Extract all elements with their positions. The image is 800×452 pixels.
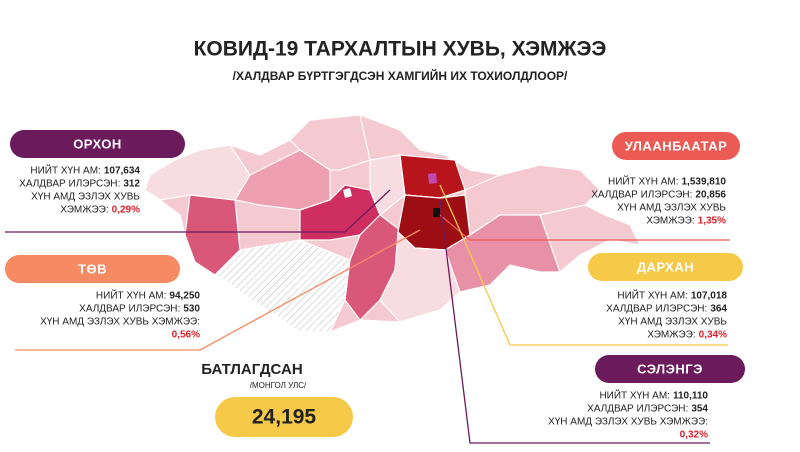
- province: [213, 239, 351, 333]
- share-value: 0,56%: [172, 330, 200, 341]
- tov-line: [15, 229, 421, 351]
- infected-value: 530: [183, 304, 200, 315]
- region-name: ОРХОН: [73, 136, 122, 151]
- infected-label: ХАЛДВАР ИЛЭРСЭН:: [79, 304, 180, 315]
- orkhon-line: [5, 189, 391, 233]
- region-pill: [10, 130, 185, 158]
- province: [539, 204, 642, 274]
- infected-value: 20,856: [695, 190, 726, 201]
- infected-value: 312: [123, 179, 140, 190]
- confirmed-pill: [215, 397, 353, 437]
- share-value: 0,34%: [699, 330, 727, 341]
- population-value: 1,539,810: [682, 177, 727, 188]
- ub-marker: [433, 208, 440, 217]
- darkhan-marker: [428, 173, 437, 184]
- confirmed-sublabel: /МОНГОЛ УЛС/: [250, 381, 307, 390]
- province: [379, 230, 461, 323]
- infected-value: 354: [691, 404, 708, 415]
- region-name: УЛААНБААТАР: [625, 138, 728, 153]
- population-label: НИЙТ ХҮН АМ:: [617, 289, 688, 302]
- share-label-lines.1: ХЭМЖЭЭ:: [60, 205, 108, 216]
- ub-line: [439, 214, 730, 241]
- share-label: ХҮН АМД ЭЗЛЭХ ХУВЬ ХЭМЖЭЭ:: [548, 417, 708, 428]
- region-pill: [595, 355, 745, 383]
- region-name: ДАРХАН: [637, 259, 694, 274]
- share-value: 0,32%: [680, 430, 708, 441]
- share-label: ХҮН АМД ЭЗЛЭХ ХУВЬ ХЭМЖЭЭ:: [40, 317, 200, 328]
- region-pill: [588, 253, 743, 281]
- subtitle: /ХАЛДВАР БҮРТГЭГДСЭН ХАМГИЙН ИХ ТОХИОЛДЛ…: [233, 68, 568, 83]
- province: [289, 114, 371, 171]
- infected-label: ХАЛДВАР ИЛЭРСЭН:: [19, 179, 120, 190]
- confirmed: БАТЛАГДСАН /МОНГОЛ УЛС/ 24,195: [201, 361, 353, 437]
- population-value: 110,110: [673, 391, 708, 402]
- region-name: ТӨВ: [78, 261, 107, 276]
- darkhan-line: [439, 184, 728, 346]
- population-label: НИЙТ ХҮН АМ:: [608, 175, 679, 188]
- share-value: 0,29%: [112, 205, 140, 216]
- selenge-line: [439, 199, 710, 444]
- region-name: СЭЛЭНГЭ: [637, 361, 703, 376]
- share-label-lines.1: ХЭМЖЭЭ:: [646, 216, 694, 227]
- region-pill: [5, 255, 180, 283]
- region-pill: [612, 132, 740, 160]
- infected-value: 364: [710, 304, 727, 315]
- orkhon-marker: [343, 188, 352, 198]
- title: КОВИД-19 ТАРХАЛТЫН ХУВЬ, ХЭМЖЭЭ: [194, 38, 607, 61]
- share-label: ХҮН АМД ЭЗЛЭХ ХУВЬ: [31, 192, 140, 203]
- share-label: ХҮН АМД ЭЗЛЭХ ХУВЬ: [617, 203, 726, 214]
- population-value: 94,250: [169, 291, 200, 302]
- population-label: НИЙТ ХҮН АМ:: [30, 164, 101, 177]
- share-value: 1,35%: [698, 216, 726, 227]
- map: [144, 114, 642, 333]
- population-value: 107,634: [104, 166, 141, 177]
- infected-label: ХАЛДВАР ИЛЭРСЭН:: [606, 304, 707, 315]
- population-label: НИЙТ ХҮН АМ:: [599, 389, 670, 402]
- leader-lines: [5, 184, 730, 444]
- population-value: 107,018: [691, 291, 728, 302]
- share-label: ХҮН АМД ЭЗЛЭХ ХУВЬ: [618, 317, 727, 328]
- share-label-lines.1: ХЭМЖЭЭ:: [647, 330, 695, 341]
- infected-label: ХАЛДВАР ИЛЭРСЭН:: [591, 190, 692, 201]
- infected-label: ХАЛДВАР ИЛЭРСЭН:: [587, 404, 688, 415]
- population-label: НИЙТ ХҮН АМ:: [96, 289, 167, 302]
- confirmed-label: БАТЛАГДСАН: [201, 361, 302, 378]
- confirmed-value: 24,195: [252, 406, 317, 429]
